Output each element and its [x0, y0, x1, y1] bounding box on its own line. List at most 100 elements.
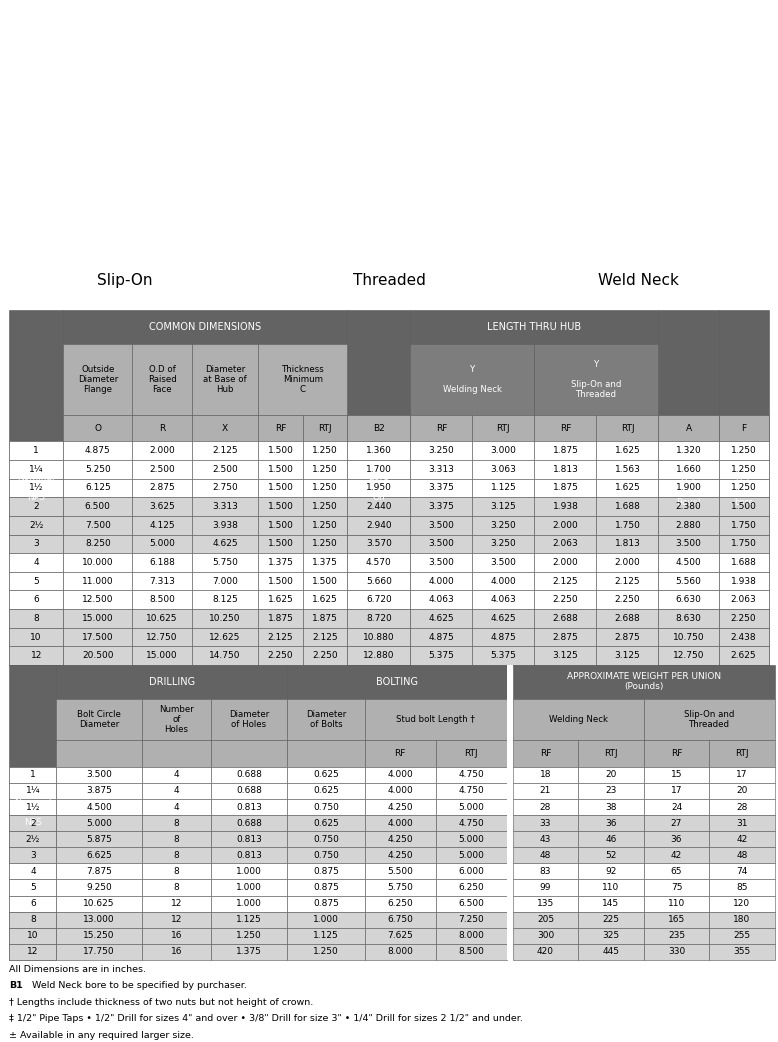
Bar: [9, 847, 57, 864]
Text: 6.250: 6.250: [387, 899, 413, 909]
Bar: [410, 442, 472, 460]
Text: 1¼: 1¼: [26, 787, 40, 795]
Bar: [472, 460, 534, 478]
Bar: [658, 591, 719, 610]
Bar: [410, 460, 472, 478]
Text: 10.250: 10.250: [209, 614, 241, 623]
Text: 12.625: 12.625: [209, 632, 240, 642]
Bar: [365, 927, 436, 944]
Bar: [472, 442, 534, 460]
Text: 24: 24: [671, 802, 682, 812]
Bar: [513, 740, 578, 767]
Text: 2.000: 2.000: [615, 559, 640, 567]
Bar: [534, 591, 597, 610]
Bar: [719, 311, 769, 665]
Text: 8.500: 8.500: [149, 595, 175, 604]
Bar: [472, 516, 534, 535]
Text: Bore
Slip-
On: Bore Slip- On: [369, 473, 389, 502]
Bar: [63, 591, 132, 610]
Text: 1.250: 1.250: [312, 446, 338, 455]
Text: RTJ: RTJ: [464, 749, 478, 758]
Bar: [63, 497, 132, 516]
Bar: [710, 944, 775, 960]
Text: 5.875: 5.875: [86, 835, 112, 844]
Text: 135: 135: [537, 899, 554, 909]
Text: Nominal
Size ±
NPS: Nominal Size ± NPS: [14, 798, 51, 827]
Text: 5.000: 5.000: [458, 851, 484, 860]
Bar: [258, 646, 303, 665]
Text: 3.125: 3.125: [490, 502, 517, 511]
Text: 4.625: 4.625: [212, 540, 238, 548]
Bar: [410, 535, 472, 553]
Text: 4: 4: [173, 802, 179, 812]
Bar: [513, 944, 578, 960]
Bar: [643, 783, 710, 799]
Bar: [472, 646, 534, 665]
Bar: [9, 460, 63, 478]
Text: 99: 99: [540, 883, 552, 892]
Text: 1½: 1½: [29, 483, 44, 493]
Bar: [643, 944, 710, 960]
Bar: [578, 912, 643, 927]
Bar: [534, 497, 597, 516]
Text: 8.630: 8.630: [675, 614, 702, 623]
Text: 3: 3: [33, 540, 39, 548]
Bar: [9, 591, 63, 610]
Text: 36: 36: [671, 835, 682, 844]
Text: 6.630: 6.630: [675, 595, 702, 604]
Bar: [258, 591, 303, 610]
Text: 2.125: 2.125: [268, 632, 293, 642]
Bar: [132, 460, 191, 478]
Bar: [719, 627, 769, 646]
Bar: [534, 344, 658, 415]
Bar: [513, 665, 775, 699]
Text: 20: 20: [605, 770, 617, 779]
Text: 4.000: 4.000: [387, 787, 413, 795]
Bar: [578, 927, 643, 944]
Bar: [597, 610, 658, 627]
Text: 4.250: 4.250: [387, 835, 413, 844]
Bar: [132, 497, 191, 516]
Text: 6.750: 6.750: [387, 915, 413, 924]
Bar: [63, 516, 132, 535]
Text: 2.250: 2.250: [268, 651, 293, 661]
Text: 5.000: 5.000: [458, 802, 484, 812]
Bar: [643, 767, 710, 783]
Bar: [658, 311, 719, 665]
Bar: [710, 767, 775, 783]
Text: 15.000: 15.000: [82, 614, 114, 623]
Bar: [57, 665, 287, 699]
Text: 5.250: 5.250: [85, 465, 110, 474]
Text: 2.000: 2.000: [149, 446, 175, 455]
Bar: [719, 591, 769, 610]
Bar: [410, 478, 472, 497]
Bar: [506, 740, 513, 767]
Bar: [287, 879, 365, 895]
Bar: [132, 478, 191, 497]
Text: RF: RF: [275, 424, 286, 432]
Text: 0.625: 0.625: [313, 819, 338, 827]
Bar: [410, 311, 658, 344]
Bar: [347, 516, 410, 535]
Text: 4.750: 4.750: [458, 787, 484, 795]
Bar: [63, 535, 132, 553]
Bar: [9, 516, 63, 535]
Bar: [9, 646, 63, 665]
Bar: [658, 646, 719, 665]
Bar: [211, 864, 287, 879]
Bar: [710, 927, 775, 944]
Bar: [365, 767, 436, 783]
Bar: [506, 699, 513, 740]
Text: 0.750: 0.750: [313, 802, 338, 812]
Bar: [534, 535, 597, 553]
Bar: [710, 799, 775, 815]
Text: 2.880: 2.880: [675, 521, 702, 529]
Bar: [9, 535, 63, 553]
Bar: [347, 646, 410, 665]
Text: 8: 8: [173, 851, 179, 860]
Bar: [658, 516, 719, 535]
Text: RF: RF: [436, 424, 447, 432]
Text: 1.875: 1.875: [312, 614, 338, 623]
Text: 10.880: 10.880: [363, 632, 394, 642]
Text: 3.000: 3.000: [490, 446, 517, 455]
